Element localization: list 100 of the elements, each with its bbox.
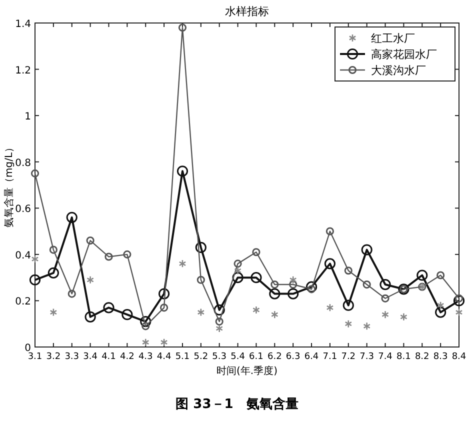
point <box>400 312 408 322</box>
x-tick-label: 7.4 <box>378 352 393 362</box>
legend-label: 红工水厂 <box>371 32 415 45</box>
point <box>86 276 94 284</box>
y-tick-label: 0 <box>24 343 31 354</box>
point <box>215 317 224 326</box>
y-tick-label: 0.6 <box>15 204 31 216</box>
point <box>197 308 205 316</box>
point <box>363 322 371 330</box>
point <box>344 320 352 328</box>
point <box>214 304 225 316</box>
point <box>324 258 336 270</box>
y-axis-title: 氨氧含量（mg/L） <box>3 142 15 228</box>
point <box>270 310 278 319</box>
x-tick-label: 3.4 <box>83 352 98 362</box>
x-tick-label: 5.2 <box>194 352 208 362</box>
x-tick-label: 3.1 <box>28 352 42 362</box>
y-tick-label: 1.4 <box>15 19 31 30</box>
point <box>66 212 78 223</box>
point <box>160 304 168 312</box>
x-tick-label: 4.3 <box>138 352 153 362</box>
point <box>361 244 372 256</box>
x-tick-label: 3.2 <box>46 352 61 362</box>
x-tick-label: 7.3 <box>360 352 374 362</box>
x-tick-label: 4.1 <box>102 352 116 362</box>
point <box>454 294 464 302</box>
point <box>48 267 59 278</box>
y-tick-label: 0.4 <box>15 250 31 262</box>
point <box>123 250 132 258</box>
point <box>140 316 152 328</box>
point <box>326 304 334 312</box>
legend-label: 大溪沟水厂 <box>371 64 426 77</box>
point <box>342 300 354 311</box>
point <box>176 166 188 177</box>
x-tick-label: 6.3 <box>286 352 300 362</box>
point <box>453 295 465 306</box>
point <box>31 254 39 264</box>
point <box>232 272 244 284</box>
point <box>269 288 280 300</box>
point <box>30 169 40 178</box>
point <box>382 310 389 319</box>
x-tick-label: 8.3 <box>433 352 448 362</box>
point <box>416 270 428 281</box>
x-tick-label: 6.1 <box>249 352 264 362</box>
point <box>142 322 150 330</box>
point <box>326 227 334 236</box>
point <box>196 276 205 284</box>
y-tick-label: 1.2 <box>15 65 31 76</box>
point <box>68 290 76 298</box>
legend-label: 高家花园水厂 <box>371 48 437 61</box>
point <box>362 280 371 289</box>
y-tick-label: 0.8 <box>15 158 31 169</box>
point <box>103 302 114 314</box>
point <box>381 294 390 302</box>
point <box>288 288 299 300</box>
x-tick-label: 4.2 <box>120 352 134 362</box>
point <box>216 324 224 333</box>
point <box>344 266 352 275</box>
point <box>455 308 463 316</box>
caption: 图 33－1 氨氧含量 <box>176 396 298 412</box>
point <box>307 285 316 294</box>
x-tick-label: 5.4 <box>230 352 246 362</box>
point <box>252 306 260 314</box>
point <box>270 280 279 289</box>
x-tick-label: 7.1 <box>322 352 338 362</box>
x-tick-label: 8.4 <box>452 352 466 362</box>
point <box>86 236 94 245</box>
point <box>234 260 242 268</box>
point <box>250 272 262 284</box>
point <box>435 306 446 318</box>
point <box>29 274 41 286</box>
point <box>436 271 445 280</box>
x-tick-label: 8.1 <box>396 352 411 362</box>
point <box>289 276 297 284</box>
x-tick-label: 6.2 <box>267 352 282 362</box>
x-tick-label: 5.1 <box>175 352 190 362</box>
point <box>436 301 444 310</box>
point <box>84 311 96 322</box>
y-tick-label: 1 <box>24 112 31 123</box>
point <box>160 338 168 347</box>
chart-title: 水样指标 <box>225 5 269 18</box>
point <box>50 308 58 316</box>
x-axis-title: 时间(年.季度) <box>216 365 278 377</box>
point <box>195 242 206 254</box>
point <box>380 278 391 290</box>
point <box>178 24 187 32</box>
x-tick-label: 7.2 <box>341 352 356 362</box>
point <box>306 281 318 292</box>
point <box>234 266 242 275</box>
x-tick-label: 5.3 <box>212 352 227 362</box>
x-tick-label: 6.4 <box>304 352 319 362</box>
point <box>49 246 58 254</box>
x-tick-label: 4.4 <box>156 352 172 362</box>
x-tick-label: 3.3 <box>64 352 80 362</box>
point <box>252 248 260 256</box>
x-tick-label: 8.2 <box>414 352 430 362</box>
point <box>104 252 113 261</box>
point <box>178 260 186 268</box>
point <box>158 288 170 300</box>
y-tick-label: 0.2 <box>15 296 31 308</box>
